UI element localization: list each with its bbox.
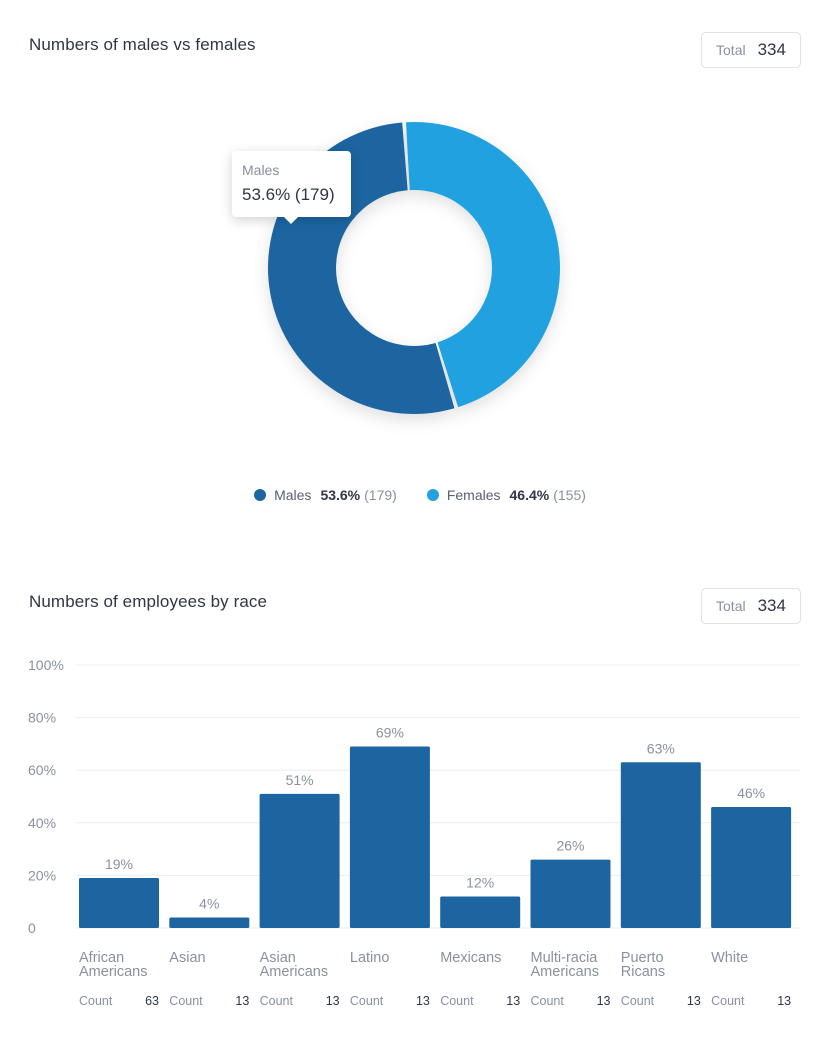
gender-total-value: 334	[757, 40, 786, 59]
count-label: Count	[169, 994, 203, 1008]
x-category-label: Mexicans	[440, 950, 501, 966]
count-value: 13	[687, 994, 701, 1008]
race-total-label: Total	[716, 598, 746, 614]
count-label: Count	[260, 994, 294, 1008]
males-tooltip: Males 53.6% (179)	[232, 151, 351, 224]
y-tick-label: 100%	[28, 657, 64, 673]
bar[interactable]	[79, 878, 159, 928]
x-category-label: White	[711, 950, 748, 966]
bar-value-label: 46%	[737, 785, 765, 801]
count-label: Count	[350, 994, 384, 1008]
bar-value-label: 69%	[376, 725, 404, 741]
y-tick-label: 0	[28, 920, 36, 936]
gender-total-label: Total	[716, 42, 746, 58]
legend-name: Females	[446, 487, 501, 503]
race-total-value: 334	[757, 596, 786, 615]
bar[interactable]	[620, 762, 701, 928]
tooltip-label: Males	[242, 162, 280, 178]
x-category-label: Americans	[79, 964, 148, 980]
gender-card: Numbers of males vs females Total 334	[29, 32, 801, 68]
count-value: 13	[416, 994, 430, 1008]
bar[interactable]	[259, 793, 340, 928]
count-label: Count	[621, 994, 655, 1008]
x-category-label: Puerto	[621, 950, 664, 966]
count-label: Count	[711, 994, 745, 1008]
bar-value-label: 19%	[105, 856, 133, 872]
bar[interactable]	[349, 746, 430, 928]
bar[interactable]	[169, 917, 250, 928]
bar-value-label: 12%	[466, 874, 494, 890]
count-label: Count	[531, 994, 565, 1008]
x-category-label: Asian	[260, 950, 296, 966]
x-category-label: Ricans	[621, 964, 665, 980]
x-category-label: Americans	[260, 964, 329, 980]
gender-total-box: Total 334	[701, 32, 801, 68]
bar-value-label: 63%	[647, 740, 675, 756]
legend-count: (179)	[364, 487, 397, 503]
x-category-label: Asian	[169, 950, 205, 966]
bar[interactable]	[440, 896, 521, 928]
x-category-label: Latino	[350, 950, 390, 966]
x-category-label: Multi-racia	[531, 950, 599, 966]
count-label: Count	[79, 994, 113, 1008]
legend-item-females[interactable]: Females 46.4% (155)	[426, 487, 586, 503]
y-tick-label: 20%	[28, 867, 56, 883]
legend-name: Males	[274, 487, 312, 503]
y-tick-label: 40%	[28, 815, 56, 831]
bar[interactable]	[711, 807, 792, 928]
legend-dot-males	[254, 489, 267, 501]
legend-item-males[interactable]: Males 53.6% (179)	[254, 487, 397, 503]
race-card-title: Numbers of employees by race	[29, 592, 268, 611]
x-category-label: Americans	[531, 964, 600, 980]
legend-pct: 46.4%	[509, 487, 550, 503]
count-value: 13	[326, 994, 340, 1008]
y-tick-label: 60%	[28, 762, 56, 778]
legend-pct: 53.6%	[320, 487, 361, 503]
count-value: 13	[235, 994, 249, 1008]
donut-slice-females[interactable]	[405, 121, 560, 408]
count-value: 13	[777, 994, 791, 1008]
y-tick-label: 80%	[28, 710, 56, 726]
bar-value-label: 4%	[199, 895, 219, 911]
race-total-box: Total 334	[701, 588, 801, 624]
tooltip-value: 53.6% (179)	[242, 185, 335, 204]
count-value: 63	[145, 994, 159, 1008]
bar[interactable]	[530, 859, 611, 928]
count-label: Count	[440, 994, 474, 1008]
race-bar-chart: 020%40%60%80%100%19%AfricanAmericansCoun…	[28, 657, 800, 1008]
gender-legend: Males 53.6% (179) Females 46.4% (155)	[0, 487, 840, 503]
count-value: 13	[597, 994, 611, 1008]
bar-value-label: 51%	[286, 772, 314, 788]
bar-value-label: 26%	[556, 838, 584, 854]
x-category-label: African	[79, 950, 124, 966]
gender-card-title: Numbers of males vs females	[29, 35, 256, 54]
count-value: 13	[506, 994, 520, 1008]
legend-count: (155)	[553, 487, 586, 503]
gender-donut-chart	[268, 121, 560, 414]
legend-dot-females	[426, 489, 439, 501]
